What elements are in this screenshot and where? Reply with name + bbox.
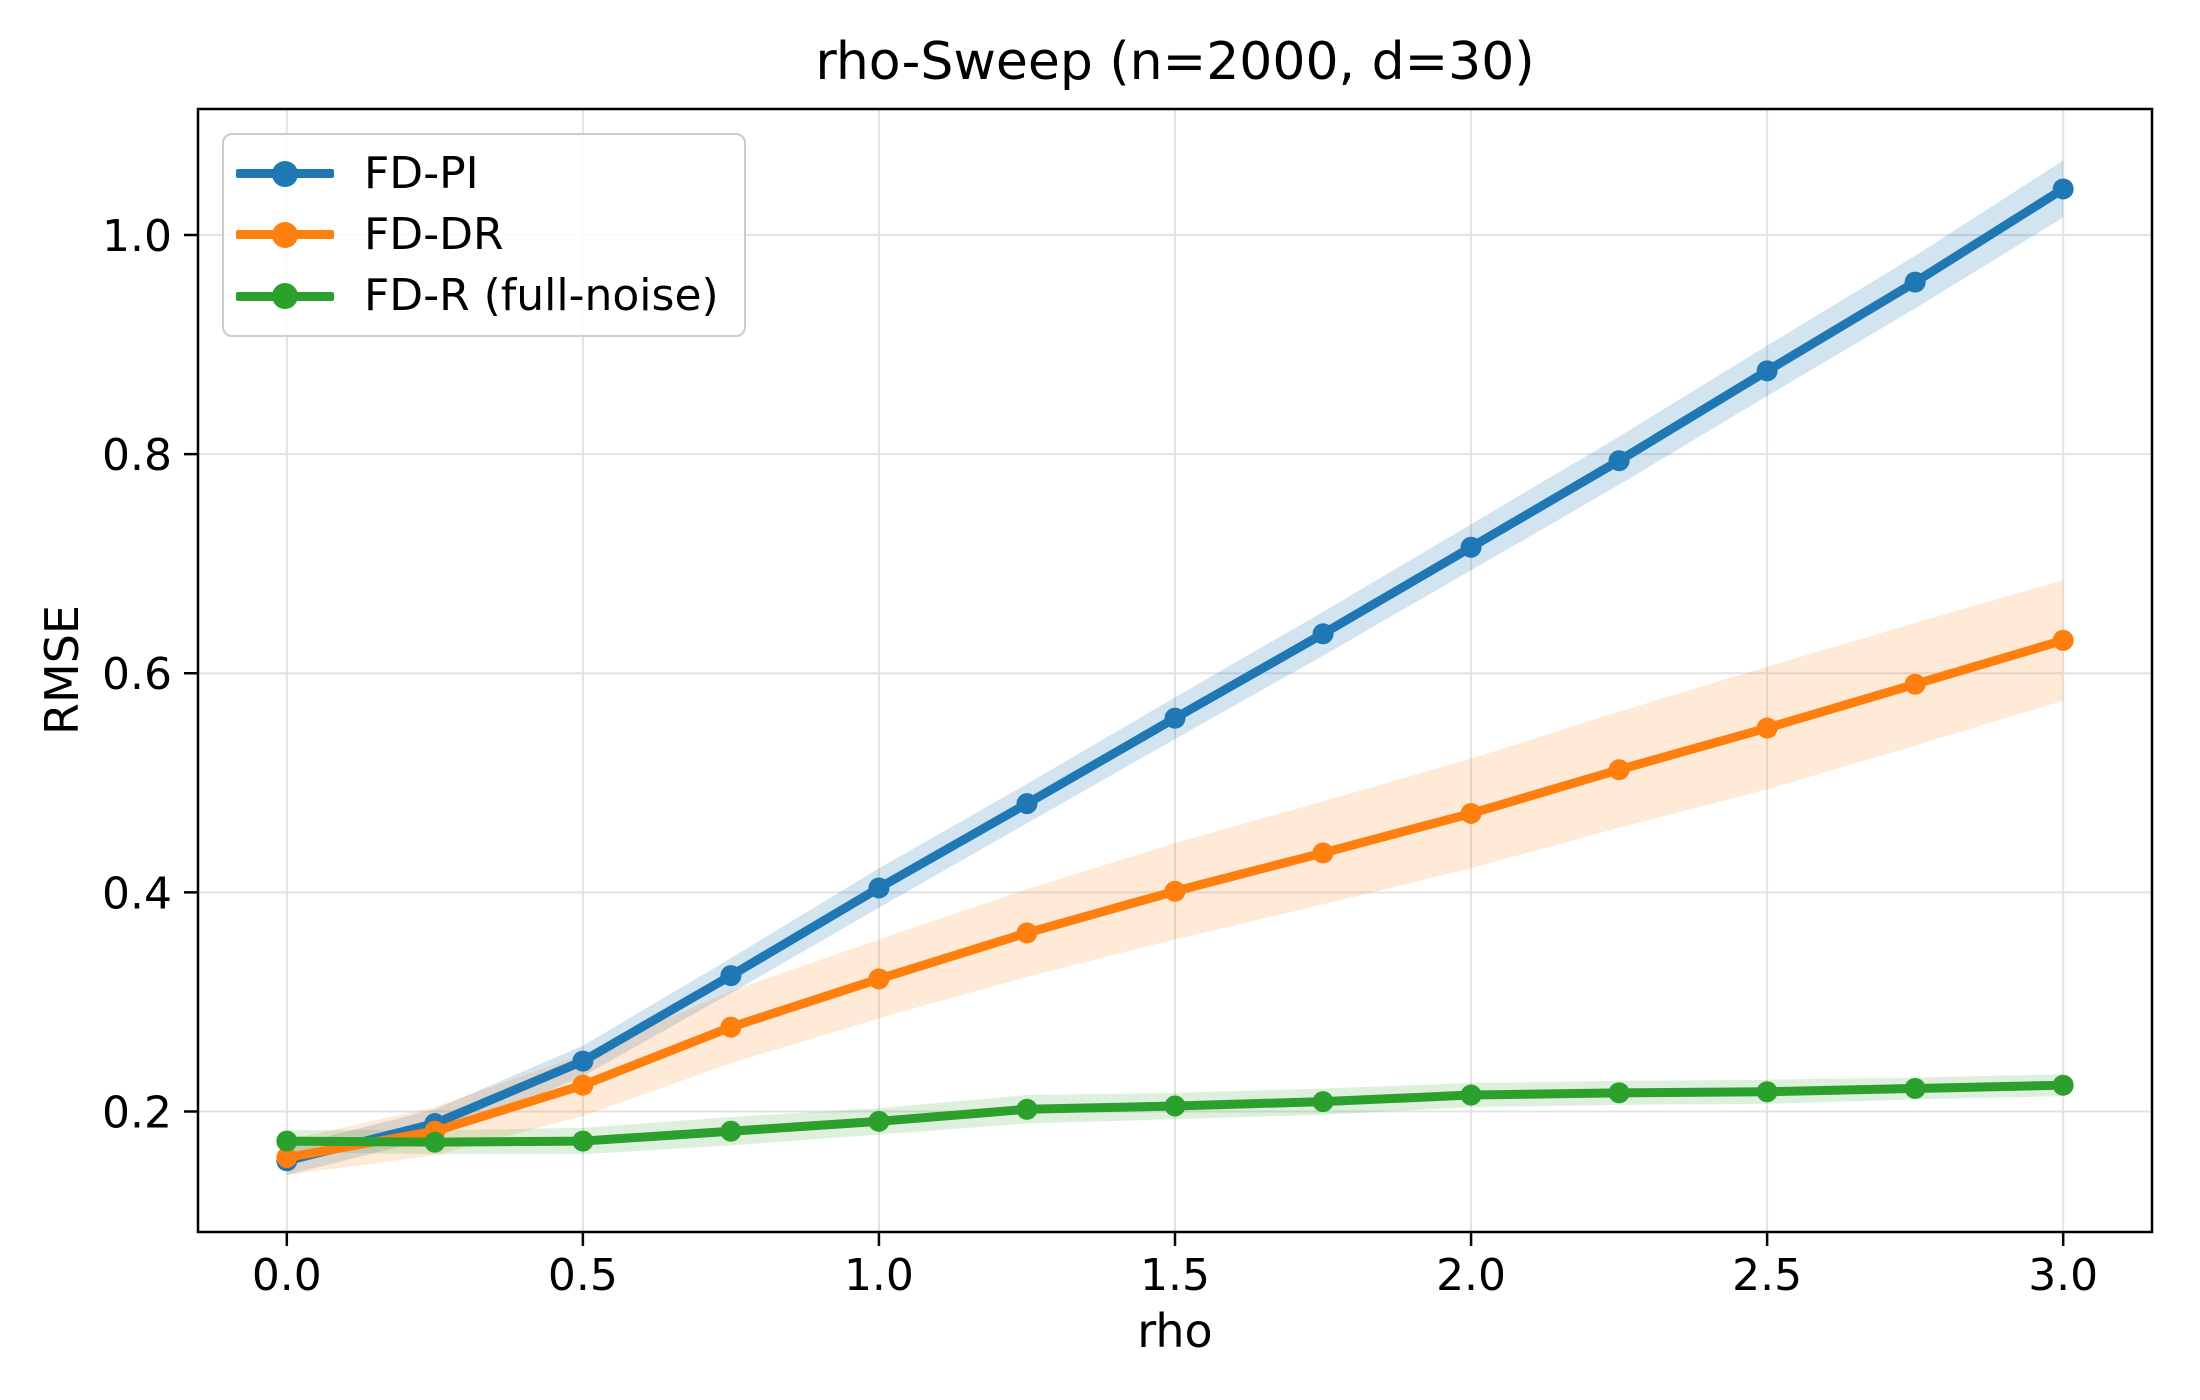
- data-point-FD-DR: [2052, 629, 2074, 651]
- data-point-FD-PI: [572, 1050, 594, 1072]
- legend-line-sample: [236, 221, 334, 248]
- data-point-FD-PI: [1904, 271, 1926, 293]
- data-point-FD-PI: [1164, 707, 1186, 729]
- data-point-FD-PI: [2052, 178, 2074, 200]
- data-point-FD-DR: [1164, 880, 1186, 902]
- x-tick-label: 2.5: [1732, 1250, 1802, 1301]
- y-tick-label: 0.6: [102, 649, 172, 700]
- legend-item: FD-DR: [224, 207, 744, 263]
- legend-marker-icon: [272, 160, 298, 187]
- x-tick-label: 0.0: [252, 1250, 322, 1301]
- legend-label: FD-R (full-noise): [364, 270, 719, 322]
- x-tick-label: 3.0: [2028, 1250, 2098, 1301]
- data-point-FD-PI: [1312, 623, 1334, 645]
- data-point-FD-R (full-noise): [1904, 1077, 1926, 1099]
- legend-marker-icon: [272, 221, 298, 248]
- data-point-FD-PI: [1756, 360, 1778, 382]
- data-point-FD-DR: [1904, 673, 1926, 695]
- data-point-FD-R (full-noise): [2052, 1074, 2074, 1096]
- data-point-FD-R (full-noise): [1016, 1098, 1038, 1120]
- data-point-FD-R (full-noise): [1164, 1095, 1186, 1117]
- y-tick-label: 1.0: [102, 211, 172, 262]
- legend-line-sample: [236, 160, 334, 187]
- legend-line-sample: [236, 283, 334, 310]
- chart-title: rho-Sweep (n=2000, d=30): [815, 32, 1535, 92]
- data-point-FD-DR: [1756, 717, 1778, 739]
- data-point-FD-PI: [1016, 793, 1038, 815]
- data-point-FD-DR: [720, 1016, 742, 1038]
- data-point-FD-R (full-noise): [572, 1130, 594, 1152]
- x-tick-label: 2.0: [1436, 1250, 1506, 1301]
- data-point-FD-DR: [1312, 842, 1334, 864]
- data-point-FD-DR: [1460, 802, 1482, 824]
- data-point-FD-PI: [1460, 536, 1482, 558]
- data-point-FD-R (full-noise): [720, 1120, 742, 1142]
- x-axis-label: rho: [1137, 1304, 1213, 1358]
- data-point-FD-R (full-noise): [1608, 1082, 1630, 1104]
- x-tick-label: 0.5: [548, 1250, 618, 1301]
- data-point-FD-PI: [868, 877, 890, 899]
- legend-label: FD-DR: [364, 208, 504, 260]
- x-tick-label: 1.0: [844, 1250, 914, 1301]
- data-point-FD-R (full-noise): [1312, 1091, 1334, 1113]
- legend-label: FD-PI: [364, 147, 479, 199]
- data-point-FD-R (full-noise): [424, 1131, 446, 1153]
- data-point-FD-R (full-noise): [868, 1110, 890, 1132]
- legend-marker-icon: [272, 283, 298, 310]
- y-tick-label: 0.8: [102, 430, 172, 481]
- data-point-FD-R (full-noise): [276, 1130, 298, 1152]
- y-tick-label: 0.2: [102, 1087, 172, 1138]
- y-tick-label: 0.4: [102, 868, 172, 919]
- data-point-FD-DR: [868, 968, 890, 990]
- data-point-FD-DR: [276, 1146, 298, 1168]
- x-tick-label: 1.5: [1140, 1250, 1210, 1301]
- data-point-FD-DR: [1016, 922, 1038, 944]
- y-axis-label: RMSE: [35, 605, 89, 735]
- legend-item: FD-R (full-noise): [224, 268, 744, 324]
- legend-item: FD-PI: [224, 146, 744, 202]
- data-point-FD-PI: [720, 965, 742, 987]
- data-point-FD-PI: [1608, 450, 1630, 472]
- data-point-FD-R (full-noise): [1756, 1081, 1778, 1103]
- data-point-FD-DR: [572, 1074, 594, 1096]
- data-point-FD-R (full-noise): [1460, 1084, 1482, 1106]
- legend: FD-PI FD-DR FD-R (full-noise): [222, 133, 746, 337]
- data-point-FD-DR: [1608, 759, 1630, 781]
